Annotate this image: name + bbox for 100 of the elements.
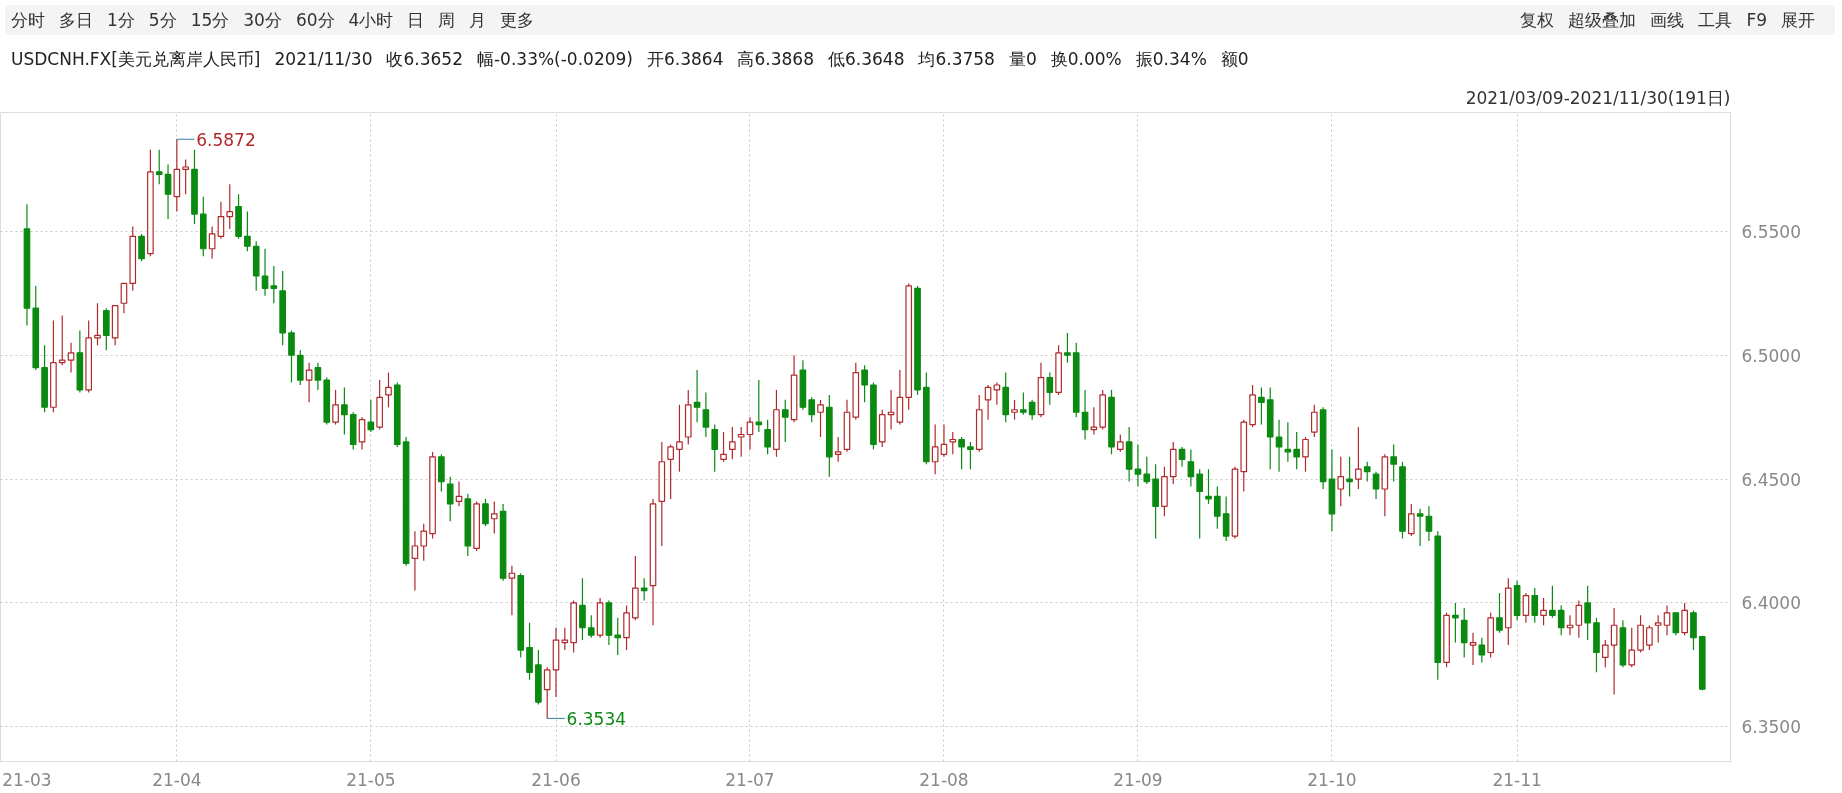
candlestick bbox=[729, 426, 736, 460]
candlestick bbox=[746, 416, 754, 450]
candlestick bbox=[1654, 614, 1662, 644]
candlestick bbox=[1346, 456, 1353, 498]
candlestick bbox=[693, 369, 701, 423]
candlestick bbox=[217, 201, 225, 240]
candlestick bbox=[420, 523, 428, 562]
candlestick bbox=[1187, 448, 1195, 488]
candlestick bbox=[244, 210, 251, 252]
text: 额0 bbox=[1220, 49, 1249, 69]
y-tick-label: 6.4500 bbox=[1741, 469, 1801, 490]
candlestick bbox=[1302, 436, 1309, 473]
candlestick bbox=[1310, 404, 1318, 438]
x-tick-label: 21-05 bbox=[346, 769, 396, 790]
candlestick bbox=[182, 158, 189, 195]
candlestick bbox=[1196, 468, 1204, 540]
candlestick bbox=[667, 443, 674, 500]
text: 日 bbox=[407, 10, 425, 30]
candlestick bbox=[1549, 585, 1556, 619]
text: F9 bbox=[1746, 10, 1767, 30]
candlestick bbox=[781, 399, 789, 443]
candlestick bbox=[1460, 607, 1468, 659]
candlestick bbox=[861, 364, 868, 403]
candlestick bbox=[1213, 485, 1221, 530]
candlestick bbox=[1540, 597, 1547, 626]
x-tick-label: 21-09 bbox=[1113, 769, 1163, 790]
candlestick bbox=[385, 372, 392, 408]
x-tick-label: 21-04 bbox=[152, 769, 202, 790]
candlestick bbox=[967, 441, 974, 470]
candlestick bbox=[1275, 419, 1283, 473]
candlestick bbox=[1496, 592, 1503, 634]
candlestick bbox=[1452, 602, 1459, 644]
candlestick bbox=[208, 225, 216, 260]
text: 4小时 bbox=[348, 10, 394, 30]
candlestick bbox=[1646, 624, 1653, 651]
candlestick bbox=[543, 666, 551, 719]
candlestick bbox=[1601, 639, 1609, 668]
candlestick bbox=[711, 424, 719, 473]
text: 展开 bbox=[1781, 10, 1815, 30]
candlestick bbox=[226, 183, 234, 230]
candlestick bbox=[1020, 391, 1027, 416]
candlestick bbox=[1390, 443, 1397, 483]
candlestick bbox=[1284, 421, 1292, 463]
candlestick bbox=[164, 163, 172, 220]
candlestick bbox=[720, 431, 727, 463]
text: 量0 bbox=[1008, 49, 1037, 69]
text: 更多 bbox=[500, 10, 535, 30]
candlestick bbox=[94, 302, 101, 346]
candlestick bbox=[737, 426, 745, 458]
candlestick bbox=[993, 381, 1001, 406]
candlestick bbox=[1046, 372, 1054, 406]
text: 多日 bbox=[59, 10, 93, 30]
candlestick bbox=[455, 480, 463, 507]
candlestick bbox=[1628, 627, 1636, 668]
candlestick bbox=[1584, 585, 1591, 641]
candlestick bbox=[1064, 332, 1071, 364]
text: 开6.3864 bbox=[647, 49, 724, 69]
candlestick bbox=[305, 362, 313, 403]
candlestick bbox=[1610, 607, 1618, 696]
candlestick bbox=[446, 476, 454, 522]
candlestick bbox=[1143, 456, 1151, 485]
candlestick bbox=[1134, 443, 1142, 488]
candlestick bbox=[1672, 612, 1680, 636]
candlestick bbox=[931, 424, 939, 475]
candlestick bbox=[1205, 468, 1212, 505]
candlestick bbox=[764, 419, 771, 455]
candlestick bbox=[1575, 599, 1583, 639]
candlestick bbox=[949, 431, 957, 455]
x-tick-label: 21-06 bbox=[531, 769, 581, 790]
candlestick bbox=[1293, 431, 1301, 470]
y-tick-label: 6.3500 bbox=[1741, 717, 1801, 738]
candlestick bbox=[1028, 399, 1036, 421]
text: 周 bbox=[438, 10, 456, 30]
candlestick bbox=[155, 149, 163, 185]
annotation: 6.3534 bbox=[566, 708, 627, 729]
candlestick bbox=[1178, 446, 1186, 468]
chart-title: USDCNH.FX[美元兑离岸人民币] bbox=[11, 49, 261, 69]
text: 换0.00% bbox=[1050, 49, 1122, 69]
candlestick bbox=[341, 386, 348, 436]
candlestick bbox=[314, 362, 322, 391]
text: 低6.3648 bbox=[827, 49, 905, 69]
candlestick bbox=[1469, 632, 1477, 666]
candlestick bbox=[755, 379, 763, 433]
candlestick bbox=[640, 577, 648, 602]
text: 高6.3868 bbox=[737, 49, 814, 69]
candlestick bbox=[1372, 471, 1380, 500]
candlestick bbox=[614, 617, 622, 656]
candlestick bbox=[702, 391, 710, 438]
candlestick bbox=[817, 399, 824, 438]
text: 2021/11/30 bbox=[274, 49, 373, 69]
annotation: 6.5872 bbox=[196, 129, 256, 150]
candlestick bbox=[1425, 505, 1433, 542]
text: 月 bbox=[469, 10, 487, 30]
candlestick bbox=[1557, 604, 1565, 636]
text: 30分 bbox=[243, 10, 282, 30]
x-tick-label: 21-07 bbox=[725, 769, 775, 790]
candlestick bbox=[958, 436, 965, 470]
candlestick bbox=[508, 565, 516, 616]
text: 复权 bbox=[1520, 10, 1555, 30]
candlestick bbox=[332, 389, 339, 426]
